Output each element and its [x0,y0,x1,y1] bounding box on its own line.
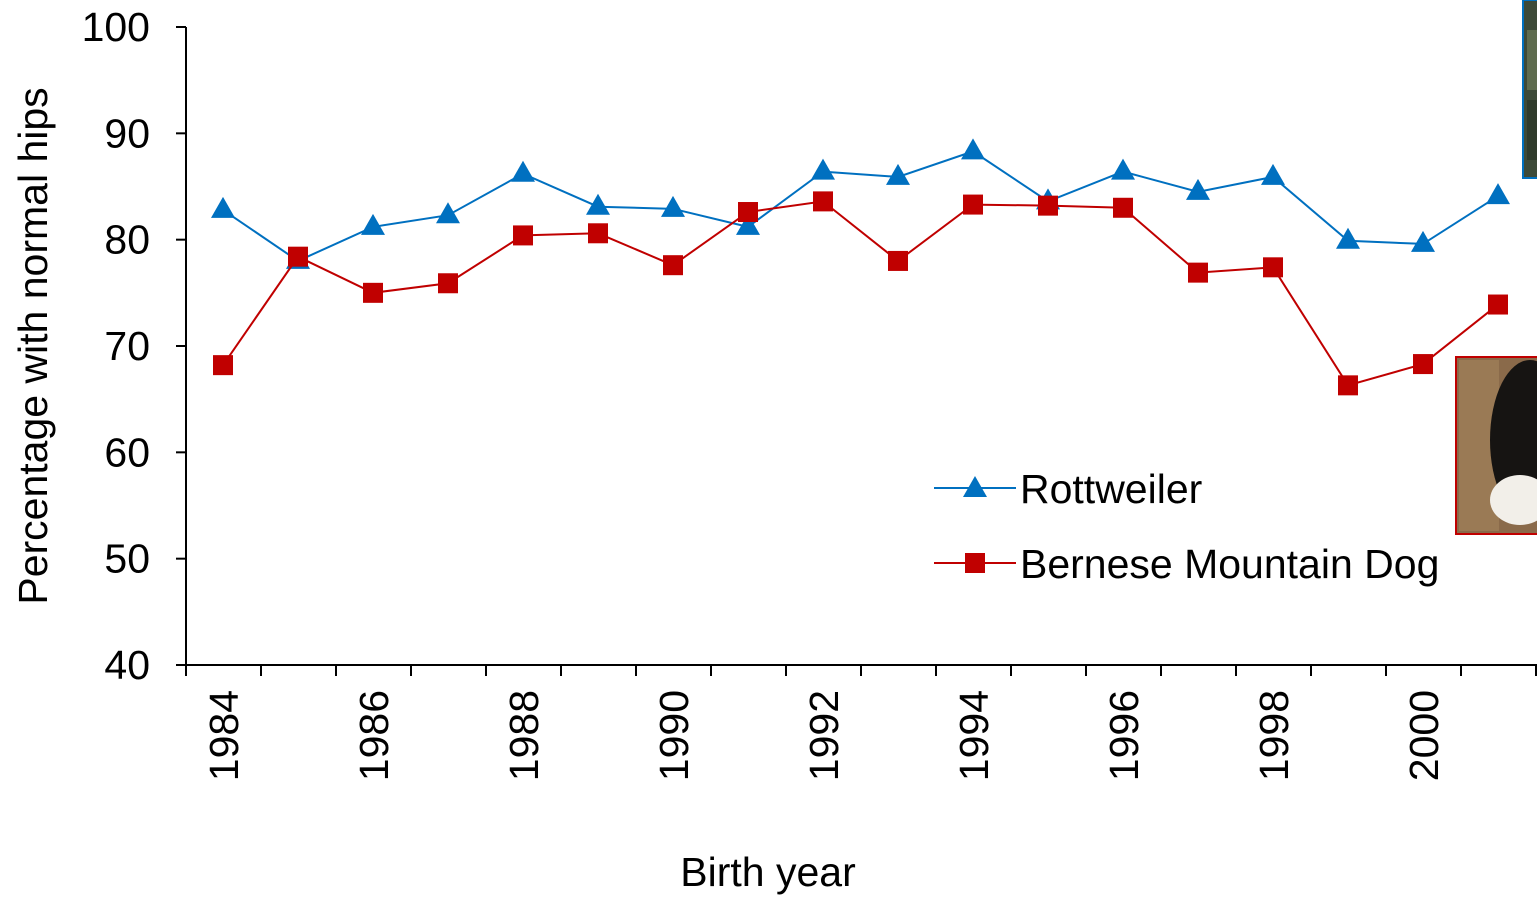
legend: Rottweiler Bernese Mountain Dog [934,466,1439,587]
data-point-bernese-mountain-dog [963,194,983,215]
x-tick-label: 1990 [651,690,697,781]
data-point-rottweiler [1111,158,1135,180]
y-tick-label: 70 [104,323,150,369]
x-tick-label: 1984 [201,690,247,781]
y-tick-label: 50 [104,536,150,582]
data-point-bernese-mountain-dog [888,250,908,271]
data-point-bernese-mountain-dog [1413,354,1433,375]
data-point-bernese-mountain-dog [1038,195,1058,216]
data-point-bernese-mountain-dog [438,273,458,294]
data-point-rottweiler [1486,183,1510,205]
data-point-rottweiler [811,158,835,180]
data-point-rottweiler [361,213,385,235]
x-tick-label: 1992 [801,690,847,781]
data-point-bernese-mountain-dog [513,225,533,246]
series-line-rottweiler [222,150,1499,263]
data-point-rottweiler [1411,230,1435,252]
y-tick-label: 40 [104,642,150,688]
rottweiler-photo [1522,0,1537,179]
y-tick-label: 60 [104,429,150,475]
legend-label-rottweiler: Rottweiler [1020,466,1202,512]
data-point-rottweiler [511,160,535,182]
data-point-bernese-mountain-dog [1488,294,1508,315]
data-point-bernese-mountain-dog [288,246,308,267]
x-tick-label: 2000 [1401,690,1447,781]
bernese-photo [1455,356,1537,535]
data-point-bernese-mountain-dog [663,255,683,276]
legend-label-bernese: Bernese Mountain Dog [1020,541,1439,587]
data-point-bernese-mountain-dog [363,282,383,303]
data-point-bernese-mountain-dog [1188,262,1208,283]
x-tick-label: 1986 [351,690,397,781]
y-tick-label: 90 [104,110,150,156]
data-point-rottweiler [1336,227,1360,249]
data-point-bernese-mountain-dog [588,223,608,244]
data-point-rottweiler [1186,178,1210,200]
data-point-rottweiler [211,196,235,218]
y-tick-label: 80 [104,217,150,263]
data-point-bernese-mountain-dog [738,202,758,223]
legend-rottweiler-marker [963,476,987,497]
x-axis-title: Birth year [680,849,855,895]
data-point-rottweiler [886,163,910,185]
data-point-rottweiler [736,213,760,235]
data-point-bernese-mountain-dog [213,355,233,376]
legend-bernese-marker [965,553,985,573]
data-point-rottweiler [586,193,610,215]
data-point-bernese-mountain-dog [1113,197,1133,218]
data-point-rottweiler [961,138,985,160]
x-tick-label: 1994 [951,690,997,781]
series-line-bernese-mountain-dog [222,200,1499,387]
x-tick-label: 1998 [1251,690,1297,781]
data-point-bernese-mountain-dog [1338,375,1358,396]
data-point-bernese-mountain-dog [1263,257,1283,278]
x-tick-label: 1996 [1101,690,1147,781]
data-point-rottweiler [1261,163,1285,185]
data-point-rottweiler [661,195,685,217]
x-tick-label: 1988 [501,690,547,781]
y-tick-label: 100 [82,4,150,50]
data-point-rottweiler [436,202,460,224]
data-point-bernese-mountain-dog [813,191,833,212]
y-axis-title: Percentage with normal hips [10,87,56,604]
